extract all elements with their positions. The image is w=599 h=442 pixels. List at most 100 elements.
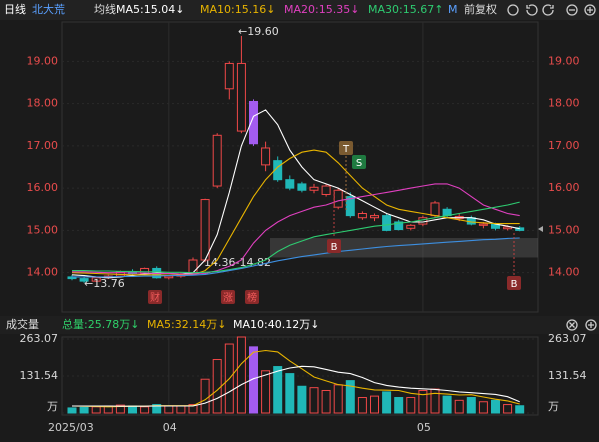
volume-ma-line: [72, 365, 520, 407]
marker: 涨: [223, 292, 233, 304]
stock-name[interactable]: 北大荒: [32, 2, 65, 16]
volume-bar: [273, 366, 283, 414]
undo-icon[interactable]: [526, 4, 538, 16]
volume-bar: [200, 378, 210, 414]
x: [569, 322, 575, 328]
zoom-in-icon[interactable]: [584, 4, 596, 16]
y2-tick-label: 16.00: [548, 181, 580, 194]
y-tick-label: 18.00: [27, 97, 59, 110]
volume-bar: [466, 397, 476, 414]
legend-entry: MA30:15.67↑: [368, 3, 443, 16]
y-tick-label: 131.54: [20, 369, 59, 382]
marker-box: [245, 290, 259, 304]
y-tick-label: 15.00: [27, 223, 59, 236]
marker: S: [356, 158, 362, 169]
ma-line: [72, 183, 520, 275]
volume-bar: [406, 397, 416, 414]
more[interactable]: M: [448, 3, 458, 16]
volume-title: 成交量: [6, 317, 39, 331]
candle-body: [418, 217, 428, 225]
marker-box: [221, 290, 235, 304]
candle-body: [503, 226, 513, 230]
y2-tick-label: 18.00: [548, 97, 580, 110]
candle-body: [164, 275, 174, 279]
volume-bar: [309, 387, 319, 414]
y2-tick-label: 17.00: [548, 139, 580, 152]
zoom-out-icon[interactable]: [566, 4, 578, 16]
y2-tick-label: 263.07: [548, 332, 587, 345]
y2-tick-label: 14.00: [548, 266, 580, 279]
x-tick-label: 04: [163, 421, 177, 434]
volume-bar: [503, 404, 513, 414]
ma-label[interactable]: 均线: [94, 2, 116, 16]
candle-body: [249, 100, 258, 145]
ma-line: [72, 201, 520, 274]
volume-total: 总量:25.78万↓: [62, 317, 139, 331]
period[interactable]: 日线: [4, 2, 26, 16]
volume-bar: [79, 406, 89, 414]
candle-body: [515, 227, 525, 231]
volume-bar: [442, 395, 452, 414]
volume-bar: [188, 404, 198, 414]
marker-box: [339, 141, 353, 155]
toolbar-icons: [507, 4, 596, 16]
volume-ma-line: [71, 349, 520, 408]
volume-header: [0, 316, 599, 334]
marker-box: [148, 290, 162, 304]
candle-body: [236, 62, 246, 132]
ma-line: [71, 109, 520, 279]
legend-entry: MA10:15.16↓: [200, 3, 275, 16]
marker: B: [331, 242, 338, 253]
candle-body: [478, 223, 488, 226]
volume-bar: [164, 405, 174, 414]
volume-bar: [176, 405, 186, 414]
y-tick-label: 263.07: [20, 332, 59, 345]
volume-bar: [430, 388, 440, 414]
candle-body: [79, 278, 89, 282]
volume-bar: [91, 406, 101, 414]
candle-body: [382, 215, 392, 231]
candle-body: [357, 213, 367, 219]
volume-bar: [249, 346, 258, 414]
x-tick-label: 05: [417, 421, 431, 434]
candle-body: [273, 160, 283, 181]
marker-box: [352, 155, 366, 169]
adjust[interactable]: 前复权: [464, 2, 497, 16]
add-icon[interactable]: [585, 319, 597, 331]
y-tick-label: 16.00: [27, 181, 59, 194]
volume-bar: [382, 391, 392, 414]
y-tick-label: 14.00: [27, 266, 59, 279]
marker-box: [507, 276, 521, 290]
volume-bar: [345, 380, 355, 414]
candle-body: [200, 199, 210, 261]
volume-bar: [261, 370, 271, 414]
legend-entry: MA5:15.04↓: [116, 3, 184, 16]
legend-entry: MA5:32.14万↓: [147, 318, 226, 331]
y-tick-label: 17.00: [27, 139, 59, 152]
volume-bar: [321, 389, 331, 414]
marker: T: [342, 144, 350, 155]
close-icon[interactable]: [566, 319, 578, 331]
volume-icons: [566, 319, 597, 331]
settings-icon[interactable]: [507, 4, 519, 16]
redo-icon[interactable]: [542, 4, 554, 16]
candle-body: [188, 259, 198, 275]
top-bar: [0, 0, 599, 20]
marker: B: [511, 279, 518, 290]
y-tick-label: 19.00: [27, 54, 59, 67]
volume-bar: [115, 404, 125, 414]
volume-bar: [333, 384, 343, 414]
y2-tick-label: 15.00: [548, 223, 580, 236]
marker: 财: [150, 291, 160, 304]
marker: 榜: [247, 291, 257, 304]
candle-body: [406, 224, 416, 229]
x-tick-label: 2025/03: [48, 421, 94, 434]
volume-bar: [128, 405, 137, 414]
y2-tick-label: 19.00: [548, 54, 580, 67]
price-panel: [61, 21, 539, 313]
volume-bar: [297, 385, 307, 414]
marker-box: [327, 239, 341, 253]
plus: [588, 322, 594, 328]
plus: [587, 7, 593, 13]
